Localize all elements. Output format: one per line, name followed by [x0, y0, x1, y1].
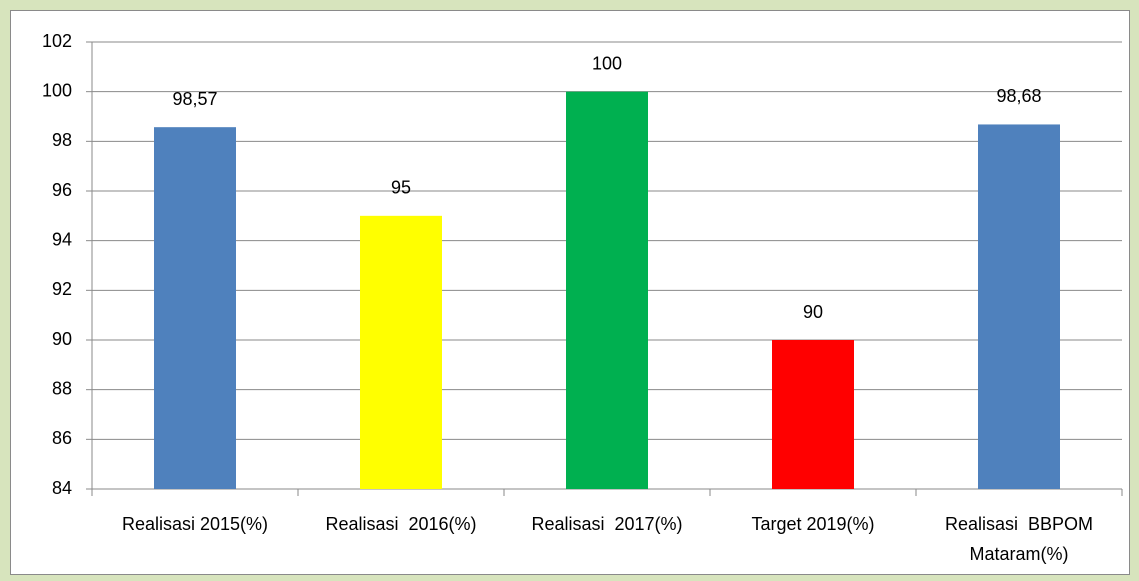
y-tick-label: 90	[52, 329, 72, 349]
y-tick-label: 92	[52, 279, 72, 299]
data-label: 95	[391, 178, 411, 198]
data-label: 98,68	[996, 86, 1041, 106]
x-tick-label: Realisasi 2017(%)	[531, 514, 683, 534]
data-label: 100	[592, 53, 622, 73]
y-tick-label: 84	[52, 478, 72, 498]
bar	[360, 215, 442, 490]
x-tick-label: Realisasi 2016(%)	[325, 514, 477, 534]
y-tick-label: 96	[52, 180, 72, 200]
bar	[566, 91, 648, 490]
y-tick-label: 86	[52, 428, 72, 448]
y-tick-label: 88	[52, 378, 72, 398]
y-tick-label: 98	[52, 130, 72, 150]
x-tick-label: Target 2019(%)	[751, 514, 875, 534]
data-label: 90	[803, 302, 823, 322]
y-tick-label: 100	[42, 80, 72, 100]
x-tick-label: Realisasi BBPOM Mataram(%)	[944, 514, 1099, 564]
x-tick-label: Realisasi 2015(%)	[121, 514, 269, 534]
bar	[978, 124, 1060, 490]
bar	[772, 340, 854, 489]
y-tick-label: 94	[52, 229, 72, 249]
data-label: 98,57	[172, 89, 217, 109]
y-tick-label: 102	[42, 31, 72, 51]
bar	[154, 127, 236, 489]
